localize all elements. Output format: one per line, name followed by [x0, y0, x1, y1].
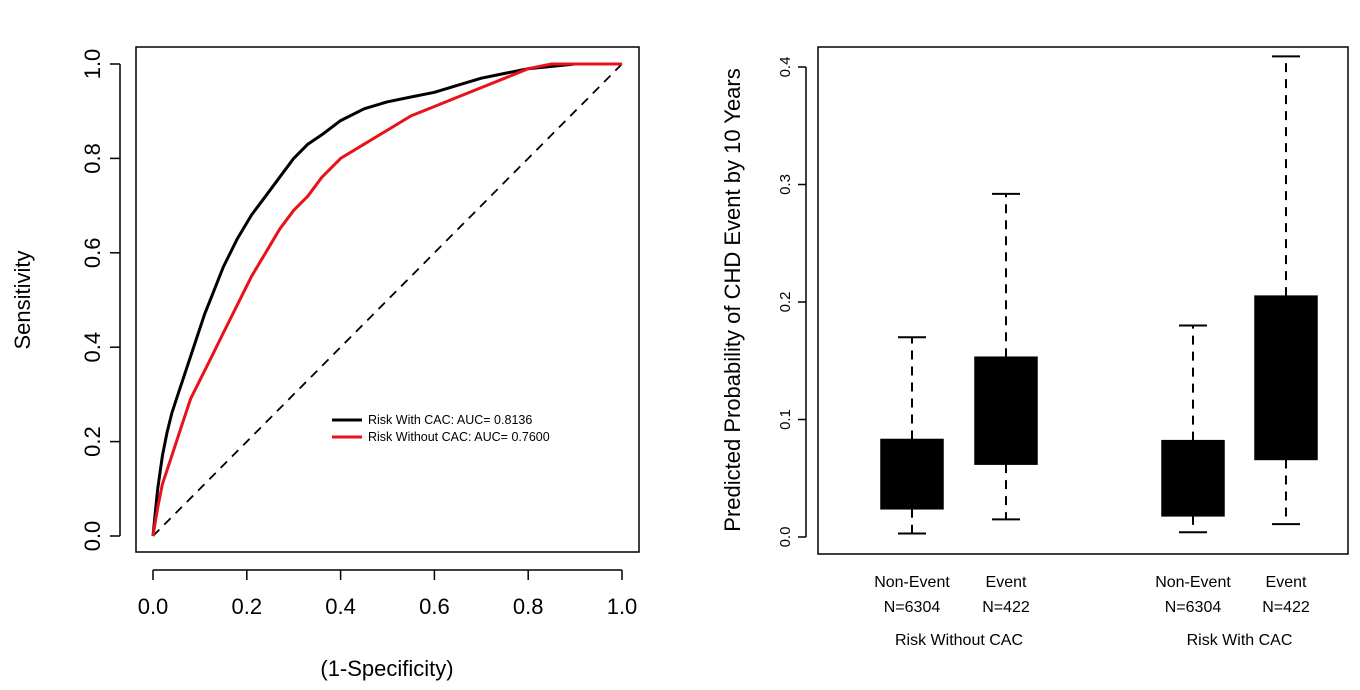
box-2-iqr [1161, 439, 1225, 517]
roc-plot-frame [135, 46, 640, 553]
box-plot-frame [817, 46, 1349, 555]
roc-series-line-1 [151, 62, 622, 537]
box-1 [974, 192, 1038, 521]
box-2-n-label: N=6304 [1165, 599, 1222, 616]
roc-y-tick-label-1: 0.2 [80, 426, 105, 457]
legend-label-without-cac: Risk Without CAC: AUC= 0.7600 [368, 430, 550, 444]
box-y-tick-label-4: 0.4 [777, 57, 794, 78]
legend-label-with-cac: Risk With CAC: AUC= 0.8136 [368, 413, 532, 427]
roc-x-tick-label-0: 0.0 [138, 594, 169, 619]
box-0-category-label: Non-Event [874, 574, 950, 591]
roc-y-tick-label-2: 0.4 [80, 332, 105, 363]
box-0-n-label: N=6304 [884, 599, 941, 616]
roc-y-axis: 0.0 0.2 0.4 0.6 0.8 1.0 [80, 49, 121, 552]
box-y-axis-label: Predicted Probability of CHD Event by 10… [720, 68, 745, 531]
box-0-iqr [880, 438, 944, 510]
roc-x-tick-label-2: 0.4 [325, 594, 356, 619]
box-y-tick-label-3: 0.3 [777, 174, 794, 195]
box-marks-layer [880, 55, 1318, 535]
roc-x-tick-label-1: 0.2 [232, 594, 263, 619]
roc-x-tick-label-5: 1.0 [607, 594, 638, 619]
roc-y-tick-label-4: 0.8 [80, 143, 105, 174]
roc-series-line-0 [151, 62, 622, 537]
roc-x-tick-label-3: 0.6 [419, 594, 450, 619]
box-3-iqr [1254, 295, 1318, 461]
box-1-category-label: Event [986, 574, 1027, 591]
box-1-iqr [974, 356, 1038, 465]
box-panel: 0.0 0.1 0.2 0.3 0.4 Non-Event N=6304 Event N=42… [720, 46, 1349, 649]
box-group-label-1: Risk With CAC [1187, 632, 1293, 649]
box-y-tick-label-2: 0.2 [777, 292, 794, 313]
box-y-tick-label-0: 0.0 [777, 527, 794, 548]
box-y-axis: 0.0 0.1 0.2 0.3 0.4 [777, 57, 807, 548]
roc-series-layer [151, 62, 622, 537]
box-2-category-label: Non-Event [1155, 574, 1231, 591]
roc-x-axis: 0.0 0.2 0.4 0.6 0.8 1.0 [138, 569, 638, 619]
box-3-n-label: N=422 [1262, 599, 1310, 616]
roc-y-tick-label-0: 0.0 [80, 521, 105, 552]
box-3 [1254, 55, 1318, 526]
roc-x-axis-label: (1-Specificity) [320, 656, 453, 681]
box-y-tick-label-1: 0.1 [777, 409, 794, 430]
roc-legend: Risk With CAC: AUC= 0.8136 Risk Without … [332, 413, 550, 444]
box-2 [1161, 324, 1225, 534]
box-3-category-label: Event [1266, 574, 1307, 591]
box-1-n-label: N=422 [982, 599, 1030, 616]
box-x-labels: Non-Event N=6304 Event N=422 Non-Event N=6304… [874, 574, 1310, 649]
roc-y-tick-label-3: 0.6 [80, 238, 105, 269]
roc-reference-line [152, 63, 623, 537]
box-0 [880, 336, 944, 535]
roc-y-tick-label-5: 1.0 [80, 49, 105, 80]
roc-x-tick-label-4: 0.8 [513, 594, 544, 619]
roc-panel: 0.0 0.2 0.4 0.6 0.8 1.0 0.0 0.2 0.4 0.6 0.8 1.0 (1… [10, 46, 640, 681]
roc-y-axis-label: Sensitivity [10, 250, 35, 349]
box-group-label-0: Risk Without CAC [895, 632, 1023, 649]
